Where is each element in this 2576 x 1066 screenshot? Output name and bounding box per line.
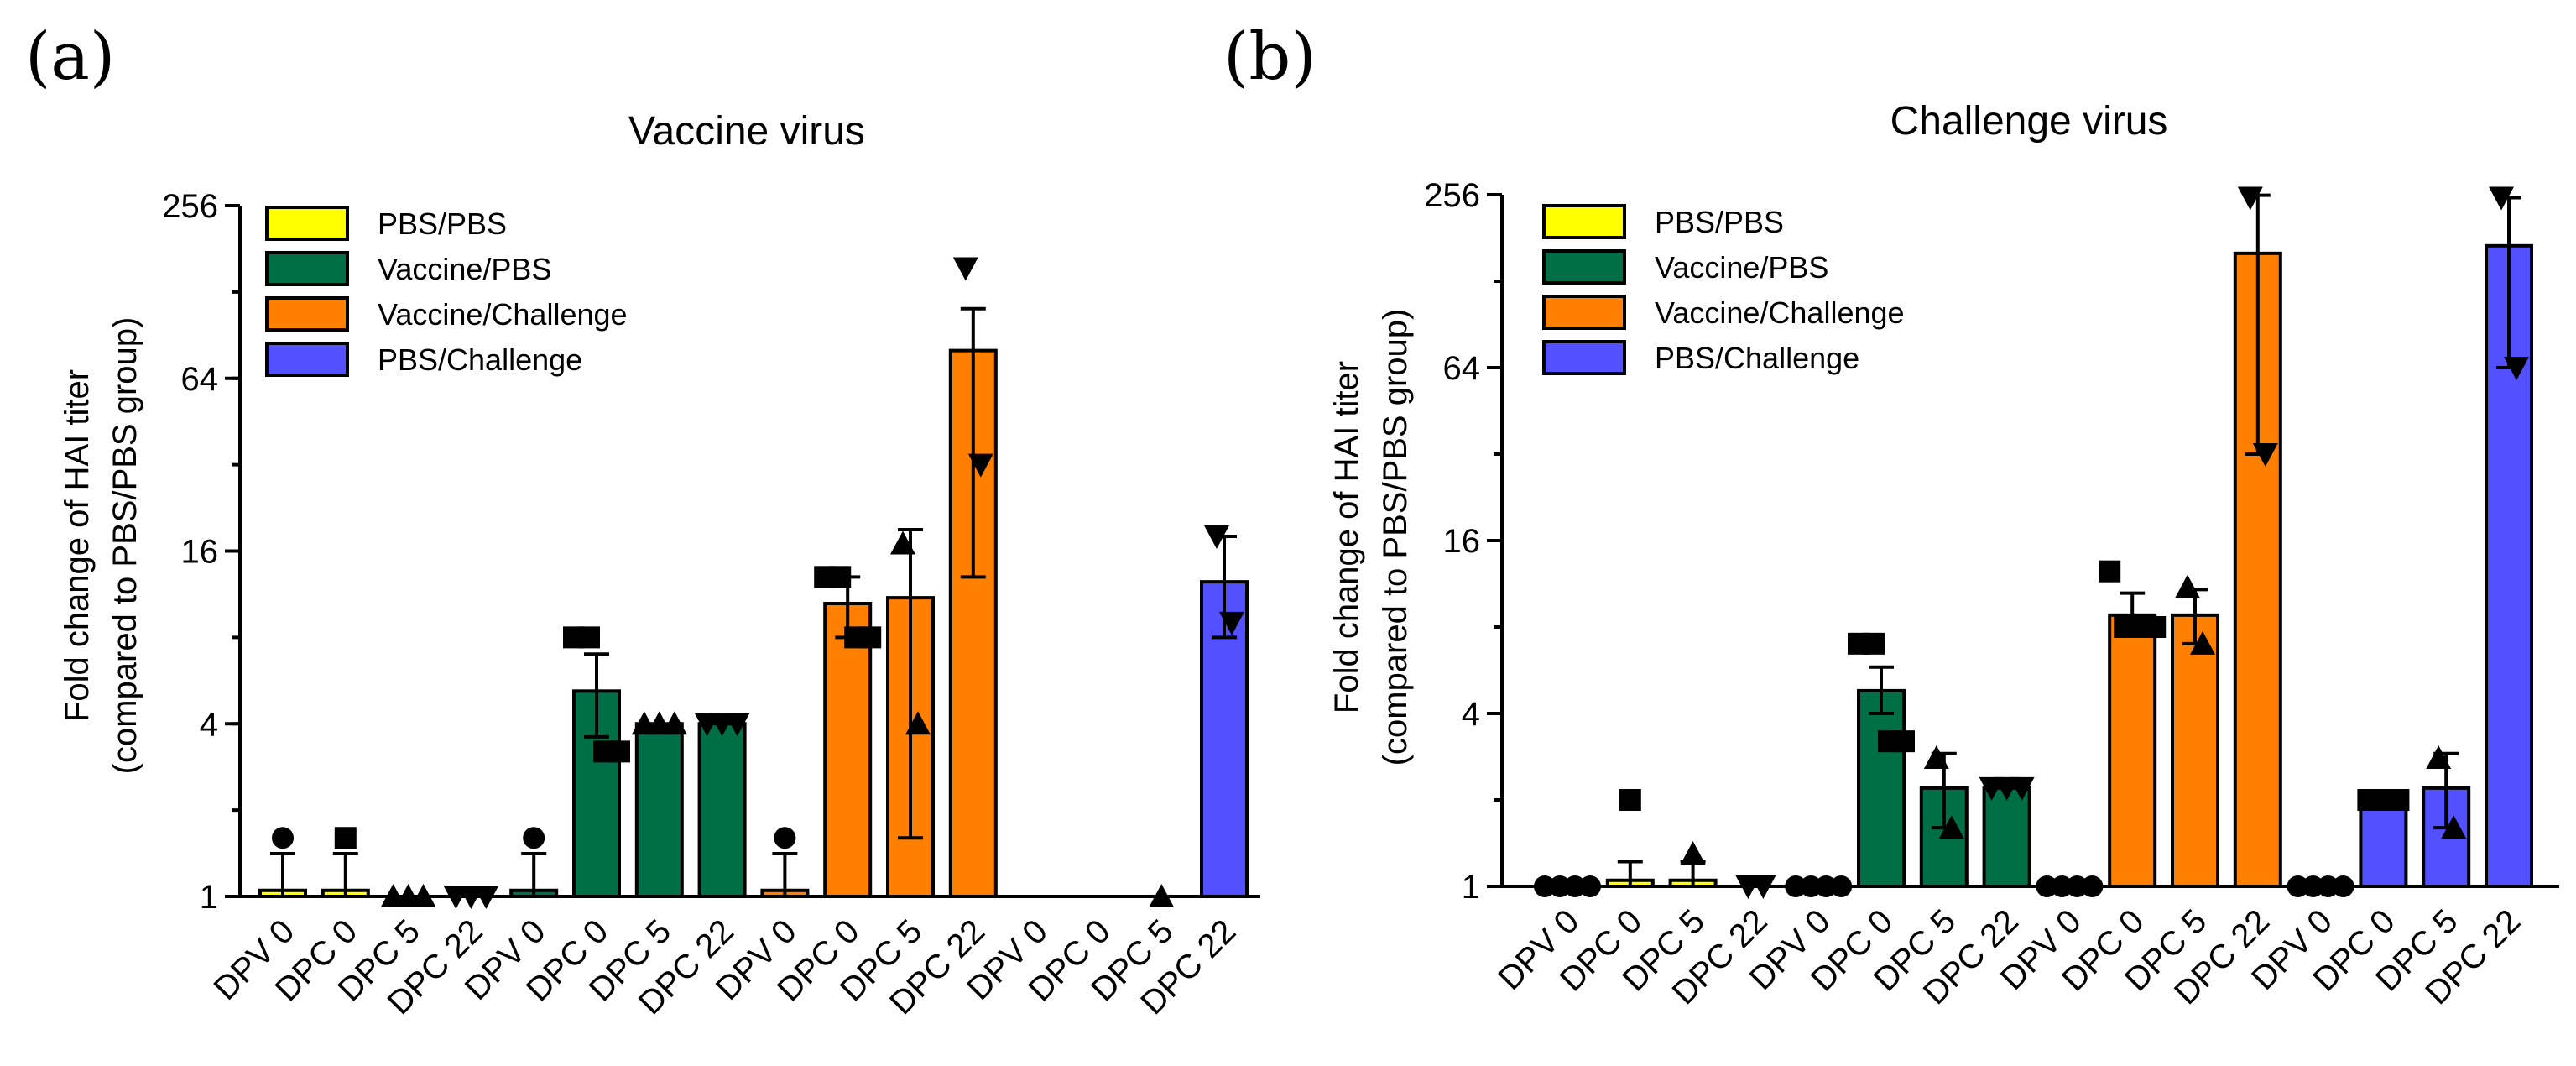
data-point (724, 713, 750, 737)
data-point (2252, 443, 2278, 467)
data-point (661, 711, 687, 735)
legend-swatch (265, 251, 349, 286)
data-point (1893, 730, 1915, 753)
y-tick-label: 16 (181, 534, 219, 571)
legend-swatch (1542, 204, 1626, 239)
data-point (774, 827, 796, 849)
legend-label: Vaccine/Challenge (378, 297, 628, 332)
legend-label: PBS/PBS (1655, 205, 1784, 239)
data-point (2237, 186, 2263, 211)
data-point (2317, 875, 2339, 897)
legend-label: PBS/Challenge (378, 342, 582, 377)
data-point (2332, 875, 2354, 897)
y-tick-label: 4 (200, 706, 218, 743)
chart-vaccine-virus: Vaccine virus Fold change of HAI titer (… (59, 109, 1260, 1022)
data-point (1863, 632, 1885, 655)
y-axis-label-line1: Fold change of HAI titer (1328, 361, 1365, 713)
y-tick-label: 4 (1462, 696, 1480, 733)
data-point (2426, 745, 2452, 770)
data-point (2441, 815, 2467, 839)
bar (2108, 613, 2157, 889)
bar (634, 722, 684, 898)
data-point (1534, 875, 1556, 897)
chart-challenge-virus: Challenge virus Fold change of HAI titer… (1328, 99, 2559, 1011)
data-point (1619, 789, 1641, 811)
data-point (334, 827, 357, 849)
data-point (829, 566, 852, 588)
data-point (410, 884, 436, 907)
data-point (890, 530, 915, 555)
data-point (272, 827, 294, 849)
bar (2359, 798, 2408, 888)
panel-label-a: (a) (25, 19, 115, 95)
chart-title: Vaccine virus (628, 109, 865, 154)
bar (823, 602, 873, 898)
data-point (2036, 875, 2058, 897)
legend-swatch (265, 206, 349, 241)
data-point (608, 740, 630, 763)
y-tick-label: 64 (181, 361, 219, 398)
data-point (2489, 186, 2514, 211)
data-point (1815, 875, 1838, 897)
data-point (1938, 815, 1964, 839)
y-tick-label: 64 (1443, 350, 1481, 387)
legend-swatch (1542, 295, 1626, 330)
data-point (1750, 875, 1776, 899)
legend-swatch (1542, 249, 1626, 285)
data-point (473, 886, 499, 909)
data-point (2099, 560, 2121, 583)
data-point (523, 827, 545, 849)
data-point (1923, 745, 1949, 770)
bar (697, 722, 747, 898)
data-point (2175, 574, 2200, 598)
data-point (1549, 875, 1571, 897)
legend-label: Vaccine/PBS (1655, 250, 1828, 285)
chart-title: Challenge virus (1890, 99, 2168, 144)
data-point (2387, 789, 2410, 811)
y-axis-label-line1: Fold change of HAI titer (59, 369, 96, 722)
y-tick-label: 16 (1443, 523, 1481, 560)
y-tick-label: 1 (200, 879, 218, 916)
data-point (967, 453, 993, 478)
legend-swatch (1542, 340, 1626, 375)
y-tick-label: 256 (162, 188, 218, 225)
data-point (2302, 875, 2324, 897)
y-tick-label: 1 (1462, 869, 1480, 906)
legend-swatch (265, 342, 349, 377)
data-point (2066, 875, 2088, 897)
y-tick-label: 256 (1424, 177, 1480, 214)
data-point (2009, 776, 2035, 801)
y-axis-label-line2: (compared to PBS/PBS group) (107, 317, 143, 775)
y-axis-label-line2: (compared to PBS/PBS group) (1377, 309, 1414, 766)
bar (2171, 613, 2219, 889)
data-point (1149, 884, 1175, 907)
bar (1982, 786, 2031, 889)
data-point (859, 626, 882, 649)
data-point (1204, 525, 1229, 550)
data-point (1564, 875, 1586, 897)
data-point (952, 257, 978, 281)
bar (1857, 688, 1906, 889)
data-point (1219, 611, 1244, 635)
data-point (2504, 357, 2529, 380)
data-point (1800, 875, 1822, 897)
legend-label: PBS/Challenge (1655, 341, 1859, 375)
data-point (1785, 875, 1807, 897)
legend-label: Vaccine/PBS (378, 252, 551, 286)
data-point (2081, 875, 2104, 897)
panel-label-b: (b) (1223, 19, 1317, 95)
data-point (2287, 875, 2309, 897)
data-point (1579, 875, 1601, 897)
data-point (578, 626, 600, 649)
data-point (905, 711, 931, 735)
legend-swatch (265, 296, 349, 332)
data-point (2190, 630, 2215, 655)
data-point (2144, 616, 2167, 638)
legend-label: PBS/PBS (378, 206, 507, 241)
data-point (1680, 841, 1706, 865)
data-point (1830, 875, 1853, 897)
legend-label: Vaccine/Challenge (1655, 295, 1905, 330)
data-point (2051, 875, 2073, 897)
